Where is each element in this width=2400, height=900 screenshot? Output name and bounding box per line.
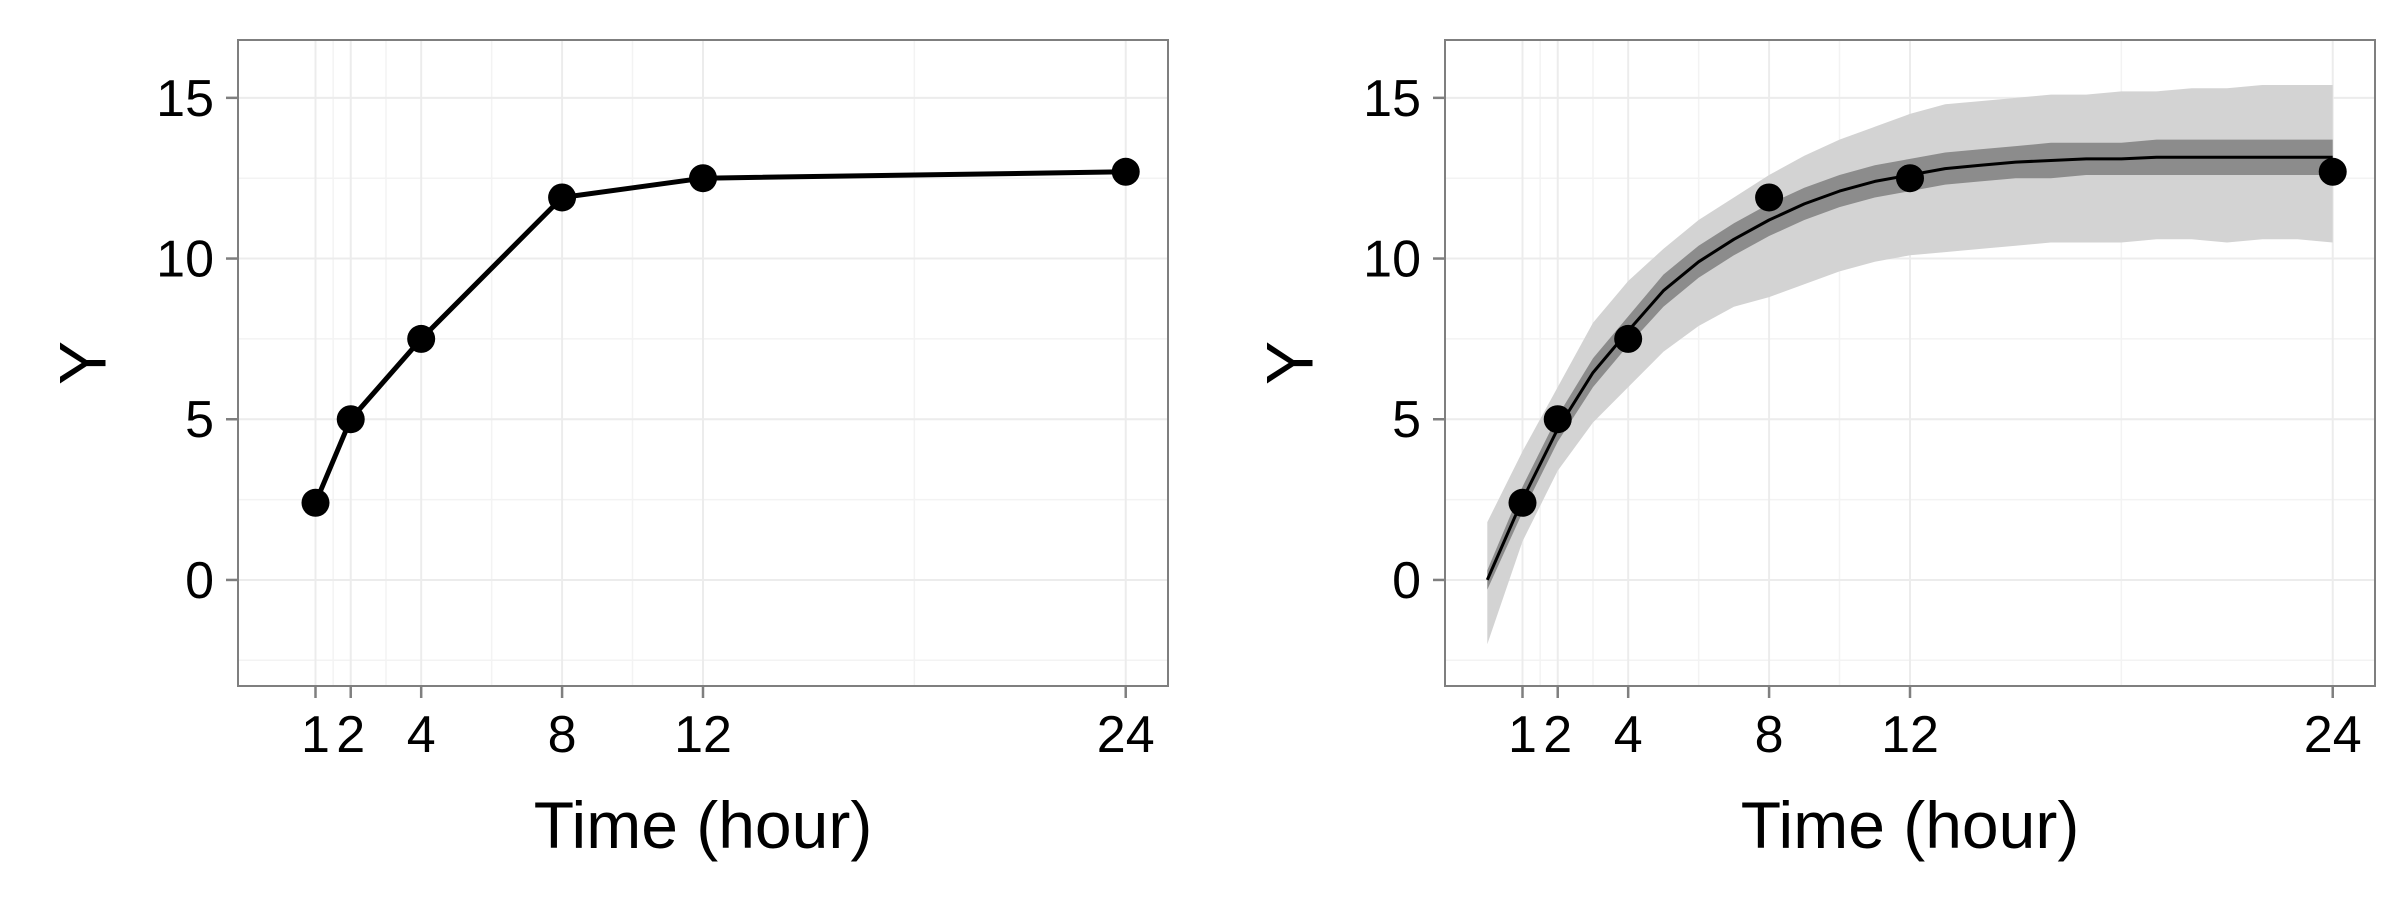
y-tick-label: 10	[1363, 231, 1421, 289]
x-axis-title: Time (hour)	[1741, 788, 2080, 862]
y-tick-label: 5	[1392, 391, 1421, 449]
gridlines	[1445, 40, 2375, 686]
y-tick-label: 10	[156, 231, 214, 289]
data-point	[548, 183, 577, 212]
y-tick-label: 0	[1392, 552, 1421, 610]
data-point	[1111, 157, 1140, 186]
data-point	[2318, 157, 2347, 186]
x-tick-label: 12	[1881, 706, 1939, 764]
y-tick-label: 0	[185, 552, 214, 610]
outer-prediction-band	[1487, 85, 2333, 645]
data-point	[336, 405, 365, 434]
data-point	[1614, 324, 1643, 353]
inner-prediction-band	[1487, 139, 2333, 590]
x-tick-label: 1	[301, 706, 330, 764]
x-tick-label: 24	[2304, 706, 2362, 764]
x-tick-label: 2	[1543, 706, 1572, 764]
data-point	[1755, 183, 1784, 212]
y-tick-label: 5	[185, 391, 214, 449]
x-tick-label: 2	[336, 706, 365, 764]
x-tick-label: 4	[1614, 706, 1643, 764]
data-point	[301, 488, 330, 517]
x-tick-label: 12	[674, 706, 732, 764]
x-axis-title: Time (hour)	[534, 788, 873, 862]
x-tick-label: 4	[407, 706, 436, 764]
x-tick-label: 1	[1508, 706, 1537, 764]
y-axis-title: Y	[1252, 341, 1326, 385]
data-point	[1896, 164, 1924, 193]
x-tick-label: 8	[1755, 706, 1784, 764]
data-point	[407, 324, 436, 353]
y-tick-label: 15	[1363, 70, 1421, 128]
data-point	[1508, 488, 1537, 517]
data-point	[689, 164, 717, 193]
data-point	[1543, 405, 1572, 434]
gridlines	[238, 40, 1168, 686]
x-tick-label: 24	[1097, 706, 1155, 764]
y-axis-title: Y	[45, 341, 119, 385]
series-line	[313, 169, 1126, 504]
y-tick-label: 15	[156, 70, 214, 128]
x-tick-label: 8	[548, 706, 577, 764]
